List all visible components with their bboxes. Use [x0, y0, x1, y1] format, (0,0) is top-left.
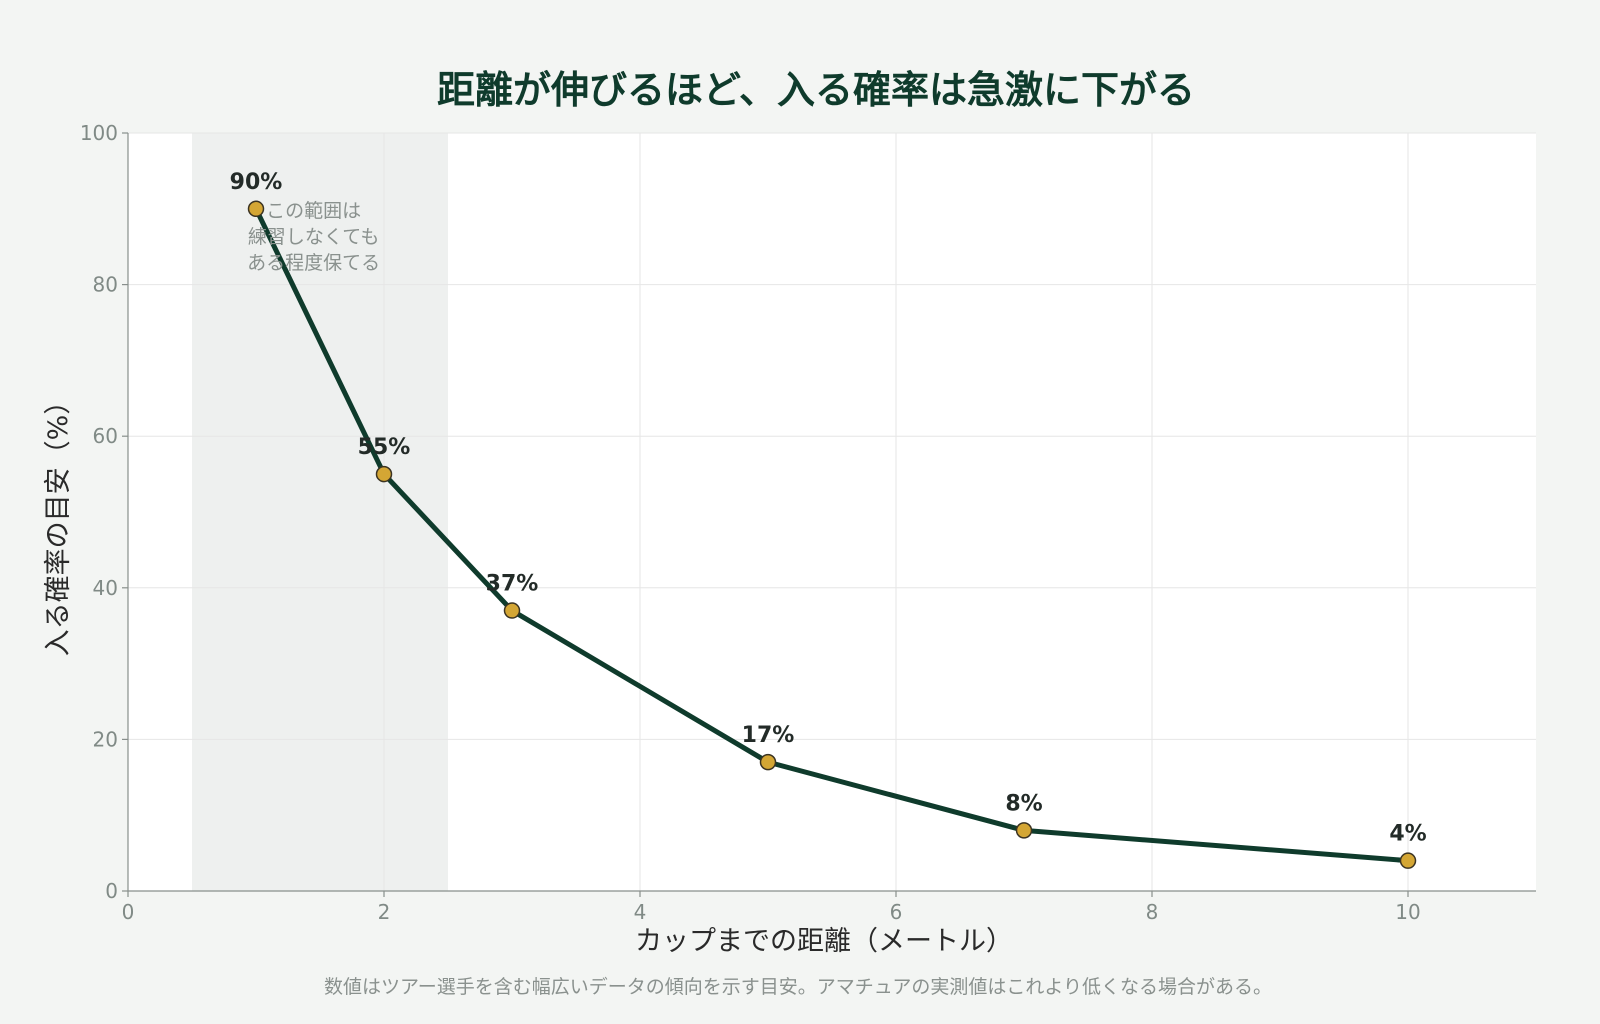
data-point	[375, 465, 393, 483]
x-axis-title: カップまでの距離（メートル）	[635, 926, 1013, 957]
data-label: 37%	[486, 572, 539, 597]
data-label: 17%	[742, 723, 795, 748]
data-point	[1399, 852, 1417, 869]
data-label: 55%	[358, 435, 411, 460]
y-tick-label: 0	[105, 879, 118, 903]
x-tick-label: 2	[378, 900, 391, 924]
y-tick-label: 20	[93, 727, 118, 751]
annotation-line: ある程度保てる	[247, 252, 380, 274]
y-tick-label: 40	[93, 576, 118, 600]
x-tick-label: 4	[634, 900, 647, 924]
x-tick-label: 8	[1146, 900, 1159, 924]
data-points	[247, 200, 1417, 869]
x-tick-label: 0	[122, 900, 135, 924]
data-point	[1015, 822, 1033, 839]
chart-title: 距離が伸びるほど、入る確率は急激に下がる	[437, 68, 1195, 112]
annotation-line: この範囲は	[266, 200, 361, 222]
gridlines	[128, 132, 1536, 891]
data-label: 4%	[1389, 822, 1426, 847]
y-tick-label: 100	[80, 121, 118, 145]
band-annotation: この範囲は練習しなくてもある程度保てる	[247, 200, 380, 274]
data-label: 90%	[230, 170, 283, 195]
footnote: 数値はツアー選手を含む幅広いデータの傾向を示す目安。アマチュアの実測値はこれより…	[324, 976, 1272, 998]
data-labels: 90% 55% 37% 17% 8% 4%	[230, 170, 1427, 847]
x-tick-label: 6	[890, 900, 903, 924]
data-label: 8%	[1005, 791, 1042, 816]
data-point	[503, 602, 521, 619]
y-tick-label: 80	[93, 273, 118, 297]
x-tick-label: 10	[1395, 900, 1420, 924]
annotation-line: 練習しなくても	[248, 226, 379, 248]
data-point	[759, 753, 777, 771]
y-axis-title: 入る確率の目安（%）	[43, 388, 74, 657]
highlight-band	[192, 133, 448, 891]
y-tick-label: 60	[93, 424, 118, 448]
series-line	[253, 207, 1409, 864]
data-point	[247, 200, 265, 218]
